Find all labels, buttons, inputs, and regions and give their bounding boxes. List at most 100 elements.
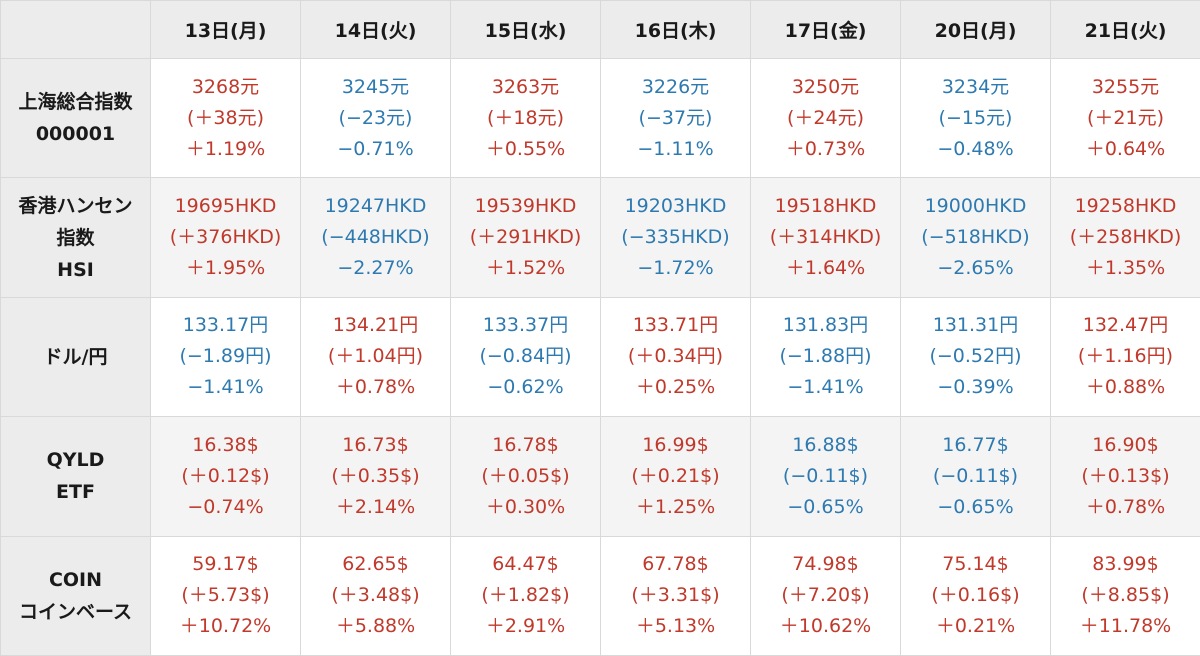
price-value: 16.77$	[942, 433, 1009, 456]
change-value: (＋1.16円)	[1077, 345, 1174, 368]
quote-cell: 19539HKD (＋291HKD) ＋1.52%	[450, 177, 601, 298]
price-value: 83.99$	[1092, 553, 1159, 576]
percent-change: −1.41%	[187, 376, 264, 399]
price-value: 16.88$	[792, 433, 859, 456]
row-label-line: QYLD	[46, 449, 105, 472]
percent-change: ＋0.78%	[335, 376, 416, 399]
change-value: (＋0.12$)	[181, 464, 270, 487]
price-value: 74.98$	[792, 553, 859, 576]
quote-cell: 19000HKD (−518HKD) −2.65%	[900, 177, 1051, 298]
change-value: (−448HKD)	[321, 226, 430, 249]
row-label: ドル/円	[0, 296, 151, 418]
row-label-line: 指数	[56, 226, 95, 249]
price-value: 16.99$	[642, 433, 709, 456]
change-value: (−518HKD)	[921, 226, 1030, 249]
price-value: 16.78$	[492, 433, 559, 456]
quote-cell: 16.99$ (＋0.21$) ＋1.25%	[600, 416, 751, 537]
price-value: 59.17$	[192, 553, 259, 576]
row-label-line: COIN	[48, 568, 103, 591]
quote-cell: 133.17円 (−1.89円) −1.41%	[150, 296, 301, 418]
change-value: (−0.11$)	[932, 464, 1019, 487]
change-value: (＋1.04円)	[327, 345, 424, 368]
change-value: (＋24元)	[786, 106, 864, 129]
percent-change: ＋1.52%	[485, 257, 566, 280]
price-value: 132.47円	[1082, 314, 1169, 337]
quote-cell: 19258HKD (＋258HKD) ＋1.35%	[1050, 177, 1200, 298]
price-value: 3245元	[341, 75, 410, 98]
percent-change: ＋2.14%	[335, 495, 416, 518]
price-value: 16.73$	[342, 433, 409, 456]
price-value: 3234元	[941, 75, 1010, 98]
price-value: 75.14$	[942, 553, 1009, 576]
percent-change: −0.65%	[787, 495, 864, 518]
quote-cell: 16.90$ (＋0.13$) ＋0.78%	[1050, 416, 1200, 537]
quote-cell: 67.78$ (＋3.31$) ＋5.13%	[600, 535, 751, 656]
percent-change: ＋11.78%	[1079, 615, 1172, 638]
change-value: (−0.84円)	[479, 345, 572, 368]
column-header: 13日(月)	[150, 0, 301, 59]
percent-change: ＋2.91%	[485, 615, 566, 638]
change-value: (＋38元)	[186, 106, 264, 129]
change-value: (−37元)	[638, 106, 713, 129]
table-body: 上海総合指数 000001 3268元 (＋38元) ＋1.19% 3245元 (−23元)…	[0, 57, 1200, 656]
price-value: 19539HKD	[474, 195, 577, 218]
quote-cell: 16.73$ (＋0.35$) ＋2.14%	[300, 416, 451, 537]
change-value: (＋18元)	[486, 106, 564, 129]
change-value: (＋0.05$)	[481, 464, 570, 487]
change-value: (＋7.20$)	[781, 584, 870, 607]
price-value: 3263元	[491, 75, 560, 98]
percent-change: −1.72%	[637, 257, 714, 280]
row-label-line: 香港ハンセン	[18, 194, 133, 217]
row-label: COIN コインベース	[0, 535, 151, 656]
percent-change: −0.71%	[337, 137, 414, 160]
change-value: (＋291HKD)	[469, 226, 582, 249]
change-value: (−0.52円)	[929, 345, 1022, 368]
row-label-line: ドル/円	[43, 345, 108, 368]
percent-change: ＋0.25%	[635, 376, 716, 399]
price-value: 19695HKD	[174, 195, 277, 218]
change-value: (＋5.73$)	[181, 584, 270, 607]
table-row: QYLD ETF 16.38$ (＋0.12$) −0.74% 16.73$ (＋0.35$…	[0, 416, 1200, 537]
column-header: 14日(火)	[300, 0, 451, 59]
change-value: (＋0.13$)	[1081, 464, 1170, 487]
quote-cell: 133.37円 (−0.84円) −0.62%	[450, 296, 601, 418]
price-value: 133.17円	[182, 314, 269, 337]
quote-cell: 3250元 (＋24元) ＋0.73%	[750, 57, 901, 179]
change-value: (＋314HKD)	[769, 226, 882, 249]
price-value: 19518HKD	[774, 195, 877, 218]
row-label: 上海総合指数 000001	[0, 57, 151, 179]
price-value: 19258HKD	[1074, 195, 1177, 218]
price-value: 19203HKD	[624, 195, 727, 218]
percent-change: ＋10.62%	[779, 615, 872, 638]
column-header: 17日(金)	[750, 0, 901, 59]
change-value: (＋376HKD)	[169, 226, 282, 249]
percent-change: ＋1.95%	[185, 257, 266, 280]
quote-cell: 3268元 (＋38元) ＋1.19%	[150, 57, 301, 179]
quote-cell: 131.83円 (−1.88円) −1.41%	[750, 296, 901, 418]
change-value: (−0.11$)	[782, 464, 869, 487]
change-value: (＋0.34円)	[627, 345, 724, 368]
price-value: 67.78$	[642, 553, 709, 576]
quote-cell: 3245元 (−23元) −0.71%	[300, 57, 451, 179]
price-value: 3255元	[1091, 75, 1160, 98]
row-label-line: HSI	[57, 258, 94, 281]
column-header: 21日(火)	[1050, 0, 1200, 59]
row-label: 香港ハンセン 指数 HSI	[0, 177, 151, 298]
row-label-line: コインベース	[18, 600, 133, 623]
percent-change: −2.65%	[937, 257, 1014, 280]
percent-change: ＋0.73%	[785, 137, 866, 160]
table-row: 上海総合指数 000001 3268元 (＋38元) ＋1.19% 3245元 (−23元)…	[0, 57, 1200, 179]
percent-change: ＋0.21%	[935, 615, 1016, 638]
percent-change: ＋1.64%	[785, 257, 866, 280]
percent-change: ＋1.25%	[635, 495, 716, 518]
percent-change: ＋0.64%	[1085, 137, 1166, 160]
row-label: QYLD ETF	[0, 416, 151, 537]
change-value: (＋258HKD)	[1069, 226, 1182, 249]
quote-cell: 131.31円 (−0.52円) −0.39%	[900, 296, 1051, 418]
quote-cell: 3234元 (−15元) −0.48%	[900, 57, 1051, 179]
percent-change: ＋1.19%	[185, 137, 266, 160]
price-value: 131.31円	[932, 314, 1019, 337]
price-value: 133.71円	[632, 314, 719, 337]
quote-cell: 16.78$ (＋0.05$) ＋0.30%	[450, 416, 601, 537]
